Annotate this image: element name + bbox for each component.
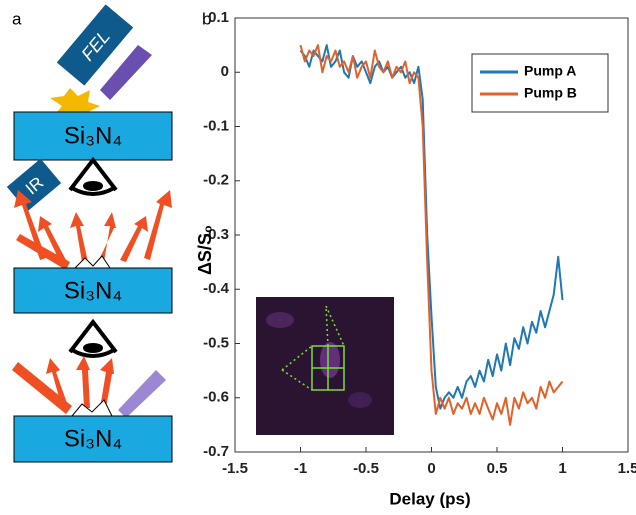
schematic: FEL Si₃N₄ IR Si₃N₄ bbox=[6, 4, 173, 463]
legend-label: Pump A bbox=[524, 63, 576, 79]
series-line bbox=[299, 44, 564, 426]
legend-box bbox=[471, 53, 609, 113]
spark bbox=[73, 255, 111, 269]
ir-source: IR bbox=[6, 158, 62, 212]
x-tick-label: 1 bbox=[558, 460, 566, 477]
y-tick-label: -0.2 bbox=[203, 172, 229, 189]
substrate bbox=[13, 415, 173, 463]
x-tick-label: 0 bbox=[427, 460, 435, 477]
substrate-label: Si₃N₄ bbox=[64, 277, 122, 304]
y-tick-label: -0.3 bbox=[203, 226, 229, 243]
substrate-label: Si₃N₄ bbox=[64, 425, 122, 452]
x-tick-label: -1 bbox=[294, 460, 307, 477]
y-tick-label: 0 bbox=[221, 63, 229, 80]
y-tick-label: -0.6 bbox=[203, 389, 229, 406]
arrows bbox=[14, 190, 172, 270]
y-tick-label: 0.1 bbox=[208, 9, 229, 26]
beam bbox=[118, 370, 166, 418]
inset bbox=[256, 297, 394, 435]
panel-label: a bbox=[12, 9, 22, 28]
series-line bbox=[299, 44, 564, 410]
x-tick-label: 0.5 bbox=[487, 460, 508, 477]
plot: -1.5 -1 -0.5 0 0.5 1 1.5 -0.7 -0.6 -0.5 -0.4 -0.3 -0… bbox=[203, 9, 636, 477]
legend-label: Pump B bbox=[524, 85, 577, 101]
x-tick-label: -0.5 bbox=[353, 460, 379, 477]
substrate bbox=[13, 111, 173, 161]
x-tick-label: 1.5 bbox=[618, 460, 636, 477]
eye bbox=[68, 156, 118, 196]
eye bbox=[68, 318, 118, 358]
x-axis-label: Delay (ps) bbox=[389, 489, 470, 508]
y-tick-label: -0.7 bbox=[203, 443, 229, 460]
y-tick-label: -0.4 bbox=[203, 280, 230, 297]
substrate bbox=[13, 267, 173, 314]
panel-label: b bbox=[202, 9, 211, 28]
x-tick-label: -1.5 bbox=[222, 460, 248, 477]
y-axis-label: ΔS/S₀ bbox=[195, 225, 215, 275]
substrate-label: Si₃N₄ bbox=[64, 122, 122, 149]
y-tick-label: -0.1 bbox=[203, 117, 229, 134]
y-tick-label: -0.5 bbox=[203, 334, 229, 351]
beam bbox=[100, 45, 152, 100]
arrows bbox=[12, 356, 114, 414]
